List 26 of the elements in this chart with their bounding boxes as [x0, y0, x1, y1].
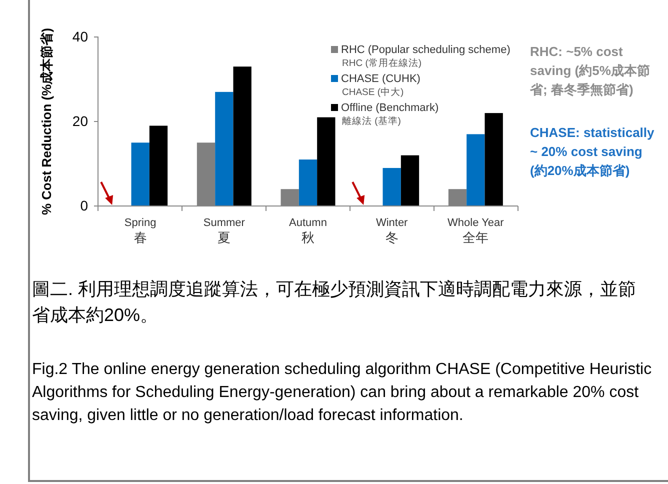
y-axis-title: % Cost Reduction (%成本節省) [39, 28, 54, 216]
legend-label: CHASE (CUHK) CHASE (中大) [341, 73, 420, 98]
text: 圖二. 利用理想調度追蹤算法，可在極少預測資訊下適時調配電力來源，並節省成本約20%。 [32, 278, 638, 328]
x-tick-label: Winter 冬 [376, 217, 408, 245]
bar [233, 66, 252, 206]
bar [466, 134, 485, 206]
bar [131, 142, 150, 206]
text: RHC: ~5% cost saving (約5%成本節省; 春冬季無節省) [530, 43, 651, 99]
caption: Fig.2 The online energy generation scheduling algorithm CHASE (Competitive Heuristic Algorithms for Scheduling Energy-generation) can bring about a remarkable 20% cost saving, given little or no generation/load forecast information. [32, 360, 652, 426]
bar [317, 117, 336, 206]
legend-label: RHC (Popular scheduling scheme) RHC (常用在線法) [341, 44, 510, 69]
x-tick-label: Spring 春 [124, 217, 156, 245]
text: CHASE: statistically ~ 20% cost saving (約20%成本節省) [530, 124, 656, 180]
y-tick-label: 40 [72, 28, 88, 44]
x-tick-label: Summer 夏 [203, 217, 246, 245]
x-tick-label: Whole Year 全年 [448, 217, 504, 245]
y-tick-label: 0 [80, 197, 88, 214]
bar [484, 113, 503, 206]
x-tick-label: Autumn 秋 [289, 217, 327, 245]
bar [400, 155, 420, 206]
legend-label: Offline (Benchmark) 離線法 (基準) [341, 102, 439, 127]
bar [298, 160, 318, 206]
y-tick-label: 20 [72, 112, 88, 129]
bar [215, 92, 234, 206]
bar [382, 168, 401, 206]
bar [149, 126, 168, 206]
